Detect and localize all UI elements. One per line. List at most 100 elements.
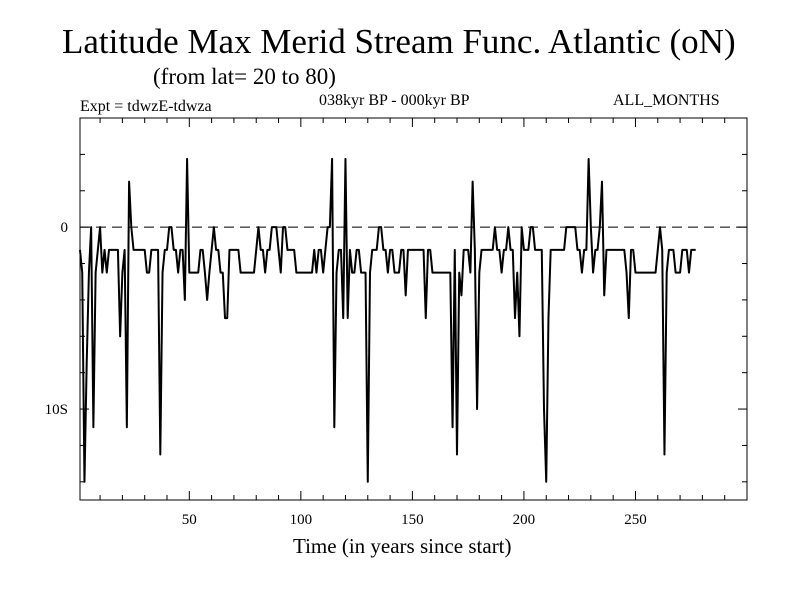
data-point [84, 481, 85, 482]
data-point [592, 272, 593, 273]
data-point [675, 272, 676, 273]
data-point [209, 272, 210, 273]
data-point [215, 249, 216, 250]
data-point [387, 272, 388, 273]
data-point [655, 272, 656, 273]
data-point [470, 272, 471, 273]
data-point [688, 272, 689, 273]
data-point [142, 249, 143, 250]
data-point [345, 158, 346, 159]
data-point [434, 272, 435, 273]
data-point [126, 427, 127, 428]
data-point [376, 249, 377, 250]
data-point [343, 318, 344, 319]
data-point [492, 249, 493, 250]
data-point [416, 249, 417, 250]
data-point [381, 227, 382, 228]
data-point [501, 272, 502, 273]
data-point [296, 272, 297, 273]
data-point [601, 181, 602, 182]
data-point [189, 272, 190, 273]
data-point [211, 249, 212, 250]
data-point [202, 249, 203, 250]
data-point [229, 249, 230, 250]
data-point [646, 272, 647, 273]
data-point [617, 249, 618, 250]
data-point [311, 272, 312, 273]
data-point [358, 249, 359, 250]
data-point [338, 249, 339, 250]
data-point [639, 272, 640, 273]
data-point [244, 272, 245, 273]
data-point [193, 272, 194, 273]
data-point [378, 227, 379, 228]
data-points [79, 158, 696, 482]
data-point [224, 318, 225, 319]
data-point [666, 272, 667, 273]
data-point [204, 272, 205, 273]
data-point [604, 295, 605, 296]
data-point [82, 272, 83, 273]
data-point [552, 249, 553, 250]
data-point [695, 249, 696, 250]
data-point [557, 249, 558, 250]
data-point [102, 272, 103, 273]
data-point [195, 272, 196, 273]
data-point [630, 249, 631, 250]
data-point [621, 249, 622, 250]
data-point [668, 249, 669, 250]
data-point [349, 249, 350, 250]
data-point [253, 272, 254, 273]
plot-frame [79, 117, 748, 501]
data-point [106, 272, 107, 273]
data-point [249, 272, 250, 273]
data-point [468, 249, 469, 250]
data-point [367, 481, 368, 482]
data-point [430, 249, 431, 250]
data-point [454, 249, 455, 250]
data-point [521, 227, 522, 228]
data-point [548, 318, 549, 319]
data-point [693, 249, 694, 250]
data-point [99, 227, 100, 228]
data-point [213, 227, 214, 228]
data-point [581, 272, 582, 273]
data-point [247, 272, 248, 273]
data-point [497, 249, 498, 250]
data-point [166, 249, 167, 250]
data-point [124, 249, 125, 250]
x-tick-label: 200 [513, 512, 536, 528]
data-point [526, 249, 527, 250]
data-point [372, 249, 373, 250]
data-point [512, 249, 513, 250]
data-point [485, 249, 486, 250]
data-point [137, 249, 138, 250]
data-point [425, 318, 426, 319]
data-point [499, 249, 500, 250]
data-point [222, 272, 223, 273]
data-point [258, 227, 259, 228]
data-point [294, 249, 295, 250]
data-point [175, 249, 176, 250]
data-point [519, 336, 520, 337]
data-point [657, 249, 658, 250]
data-point [671, 249, 672, 250]
data-point [242, 272, 243, 273]
months-label: ALL_MONTHS [613, 92, 720, 109]
data-point [691, 249, 692, 250]
data-point [289, 249, 290, 250]
data-point [392, 249, 393, 250]
data-point [396, 272, 397, 273]
series-line [79, 157, 696, 483]
data-point [559, 249, 560, 250]
data-point [555, 249, 556, 250]
data-point [463, 249, 464, 250]
data-point [238, 249, 239, 250]
data-point [465, 249, 466, 250]
data-point [613, 249, 614, 250]
data-point [269, 249, 270, 250]
data-point [441, 272, 442, 273]
x-tick-label: 150 [401, 512, 424, 528]
data-point [354, 272, 355, 273]
